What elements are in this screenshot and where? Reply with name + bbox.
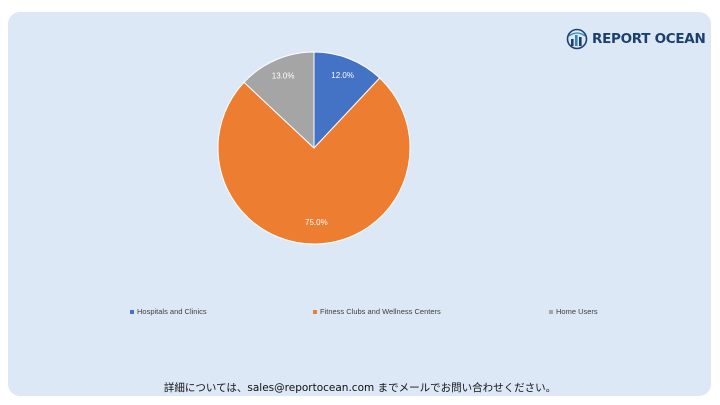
brand-name: REPORT OCEAN: [592, 31, 706, 47]
legend-item-home-users: Home Users: [549, 307, 598, 316]
legend-label: Home Users: [556, 307, 598, 316]
pie-data-label: 13.0%: [272, 72, 295, 81]
legend-swatch: [549, 309, 553, 314]
contact-footer: 詳細については、sales@reportocean.com までメールでお問い合…: [163, 382, 557, 394]
pie-slice-home-users: [243, 51, 315, 150]
pie-data-label: 12.0%: [331, 71, 354, 80]
legend-label: Hospitals and Clinics: [137, 307, 207, 316]
legend-item-fitness: Fitness Clubs and Wellness Centers: [313, 307, 441, 316]
brand-logo: REPORT OCEAN: [566, 28, 706, 50]
pie-chart: 12.0% 75.0% 13.0%: [217, 51, 411, 245]
legend-item-hospitals: Hospitals and Clinics: [130, 307, 207, 316]
chart-legend: Hospitals and Clinics Fitness Clubs and …: [0, 307, 720, 321]
legend-swatch: [313, 309, 317, 314]
pie-slice-fitness: [217, 77, 411, 245]
bar-chart-globe-icon: [566, 28, 588, 50]
pie-slice-hospitals: [313, 51, 381, 150]
legend-swatch: [130, 309, 134, 314]
legend-label: Fitness Clubs and Wellness Centers: [320, 307, 441, 316]
pie-data-label: 75.0%: [305, 218, 328, 227]
